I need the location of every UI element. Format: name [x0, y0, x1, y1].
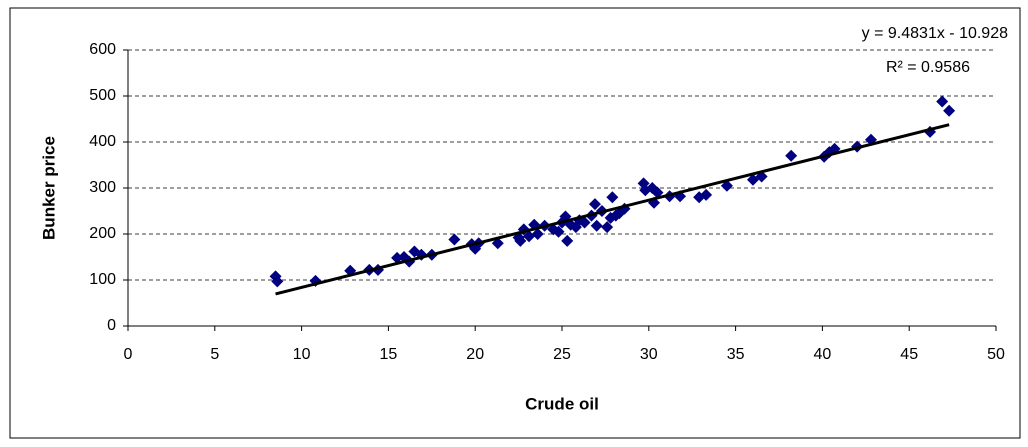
point — [408, 245, 421, 258]
chart-border — [9, 7, 1021, 439]
point — [785, 149, 798, 162]
point — [531, 228, 544, 240]
point — [415, 248, 428, 261]
point — [700, 188, 713, 201]
x-tick-label: 45 — [900, 346, 918, 363]
point — [936, 95, 949, 108]
y-axis-title: Bunker price — [39, 136, 58, 240]
point — [943, 104, 956, 117]
point — [391, 251, 404, 264]
point — [448, 233, 461, 246]
point — [514, 234, 527, 247]
point — [601, 221, 614, 234]
y-tick-label: 400 — [89, 133, 116, 150]
x-tick-label: 15 — [380, 346, 398, 363]
x-tick-label: 20 — [466, 346, 484, 363]
y-tick-label: 300 — [89, 179, 116, 196]
point — [588, 198, 601, 211]
point — [606, 191, 619, 204]
x-tick-label: 25 — [553, 346, 571, 363]
point — [523, 230, 536, 243]
point — [651, 186, 664, 199]
point — [590, 219, 603, 232]
x-tick-label: 40 — [814, 346, 832, 363]
trendline-equation: y = 9.4831x - 10.928 — [862, 25, 1008, 42]
x-tick-label: 30 — [640, 346, 658, 363]
trendline-r2: R² = 0.9586 — [886, 59, 970, 76]
point — [561, 234, 574, 247]
y-tick-label: 0 — [107, 317, 116, 334]
x-tick-label: 5 — [210, 346, 219, 363]
point — [271, 275, 284, 288]
y-tick-label: 200 — [89, 225, 116, 242]
x-tick-label: 0 — [124, 346, 133, 363]
x-tick-label: 10 — [293, 346, 311, 363]
trendline — [275, 123, 950, 296]
point — [578, 216, 591, 229]
y-tick-label: 500 — [89, 87, 116, 104]
y-tick-label: 100 — [89, 271, 116, 288]
y-tick-label: 600 — [89, 41, 116, 58]
x-tick-label: 50 — [987, 346, 1005, 363]
point — [552, 225, 565, 238]
x-tick-label: 35 — [727, 346, 745, 363]
x-axis-title: Crude oil — [525, 394, 599, 413]
